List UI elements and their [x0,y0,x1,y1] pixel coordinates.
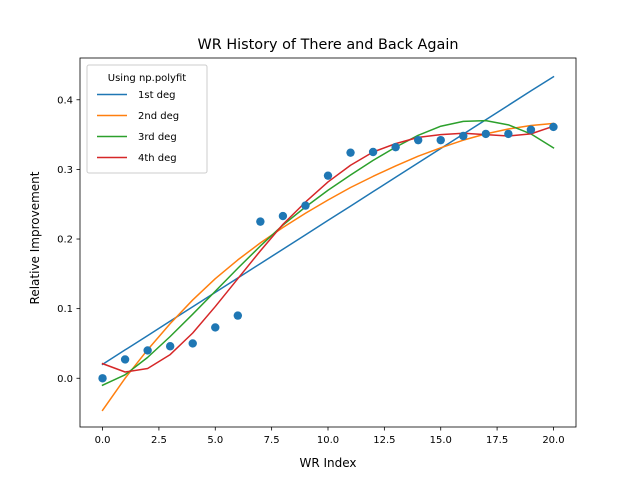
legend-entry-label: 4th deg [138,153,177,164]
x-tick-label: 17.5 [486,435,508,446]
legend-entry-label: 3rd deg [138,132,177,143]
scatter-point [391,142,400,152]
x-tick-label: 12.5 [373,435,395,446]
legend-title: Using np.polyfit [108,73,186,84]
scatter-point [143,346,152,355]
scatter-point [436,135,445,145]
scatter-point [346,148,355,157]
y-tick-label: 0.0 [57,374,73,385]
x-tick-label: 15.0 [430,435,452,446]
scatter-point [481,129,491,139]
scatter-point [459,131,468,141]
y-tick-label: 0.4 [57,95,73,106]
scatter-point [526,125,536,134]
x-tick-label: 7.5 [264,435,280,446]
series-line-2 [101,122,555,412]
legend-entry-label: 1st deg [138,90,176,101]
axes-frame [79,57,577,428]
axis-ticks: 0.0 2.5 5.0 7.5 10.0 12.5 15.0 17.5 20.0 0.0 0.1 0.… [57,95,564,446]
x-axis-label: WR Index [299,456,356,470]
y-tick-label: 0.1 [57,304,73,315]
x-tick-label: 10.0 [317,435,339,446]
legend: Using np.polyfit 1st deg 2nd deg 3rd deg 4th… [86,64,208,174]
scatter-point [278,211,288,221]
chart-title: WR History of There and Back Again [198,37,459,53]
scatter-point [368,147,378,157]
x-tick-label: 20.0 [542,435,564,446]
x-tick-label: 2.5 [151,435,167,446]
scatter-point [188,339,197,348]
scatter-point [233,311,243,320]
legend-box [86,64,208,174]
scatter-points [98,122,558,383]
scatter-point [549,122,558,132]
scatter-point [301,201,310,210]
series-line-4 [101,125,555,373]
scatter-point [256,217,265,226]
y-tick-label: 0.2 [57,235,73,246]
scatter-point [98,374,107,383]
scatter-point [211,323,220,332]
scatter-point [323,171,333,180]
scatter-point [165,342,175,351]
y-tick-label: 0.3 [57,165,73,176]
scatter-point [413,135,423,145]
legend-entry-label: 2nd deg [138,111,179,122]
series-line-3 [101,119,555,387]
scatter-point [504,129,513,139]
x-tick-label: 0.0 [95,435,111,446]
series-lines [101,75,555,412]
x-tick-label: 5.0 [207,435,223,446]
y-axis-label: Relative Improvement [28,171,42,304]
scatter-point [120,355,130,364]
